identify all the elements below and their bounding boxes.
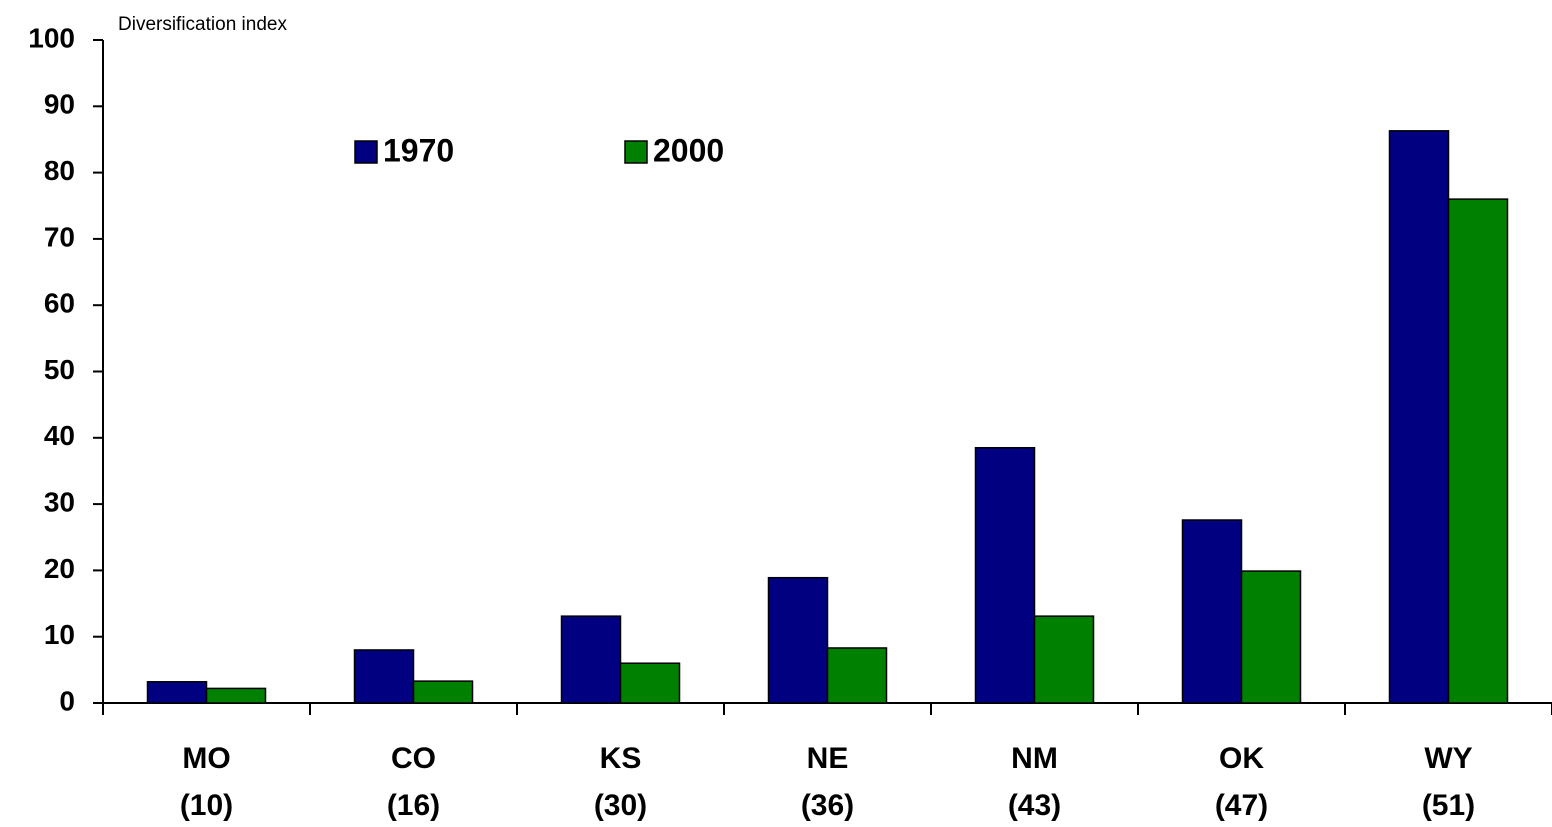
bar [205, 687, 267, 704]
bar [560, 615, 622, 704]
legend-swatch [354, 140, 378, 164]
x-tick-sublabel: (30) [594, 789, 647, 822]
x-tick-sublabel: (43) [1008, 789, 1061, 822]
y-tick-label: 90 [44, 89, 75, 120]
y-tick-label: 0 [59, 685, 75, 716]
x-tick-label: NM [1011, 742, 1058, 775]
bar [1033, 615, 1095, 704]
bar [1240, 570, 1302, 704]
legend-label: 1970 [383, 132, 454, 168]
x-tick-label: NE [807, 742, 849, 775]
bar [353, 649, 415, 704]
y-tick-label: 80 [44, 155, 75, 186]
x-tick-sublabel: (51) [1422, 789, 1475, 822]
y-tick-label: 10 [44, 619, 75, 650]
bar [1388, 130, 1450, 704]
bar [146, 681, 208, 704]
bar [826, 647, 888, 704]
bar [767, 576, 829, 704]
x-tick-sublabel: (36) [801, 789, 854, 822]
x-tick-sublabel: (10) [180, 789, 233, 822]
y-axis-label: Diversification index [118, 14, 287, 35]
legend-label: 2000 [653, 132, 724, 168]
y-tick-label: 100 [28, 22, 75, 53]
x-tick-label: MO [182, 742, 230, 775]
y-tick-label: 70 [44, 221, 75, 252]
legend-swatch [624, 140, 648, 164]
bar [1447, 198, 1509, 704]
y-tick-label: 40 [44, 420, 75, 451]
y-tick-label: 60 [44, 288, 75, 319]
bar [1181, 519, 1243, 704]
bar [974, 446, 1036, 704]
y-tick-label: 30 [44, 486, 75, 517]
x-tick-label: KS [600, 742, 642, 775]
x-tick-label: OK [1219, 742, 1264, 775]
x-tick-label: CO [391, 742, 436, 775]
x-tick-sublabel: (47) [1215, 789, 1268, 822]
bar [412, 680, 474, 704]
bar [619, 662, 681, 704]
x-tick-sublabel: (16) [387, 789, 440, 822]
x-tick-label: WY [1424, 742, 1472, 775]
y-tick-label: 50 [44, 354, 75, 385]
y-tick-label: 20 [44, 553, 75, 584]
